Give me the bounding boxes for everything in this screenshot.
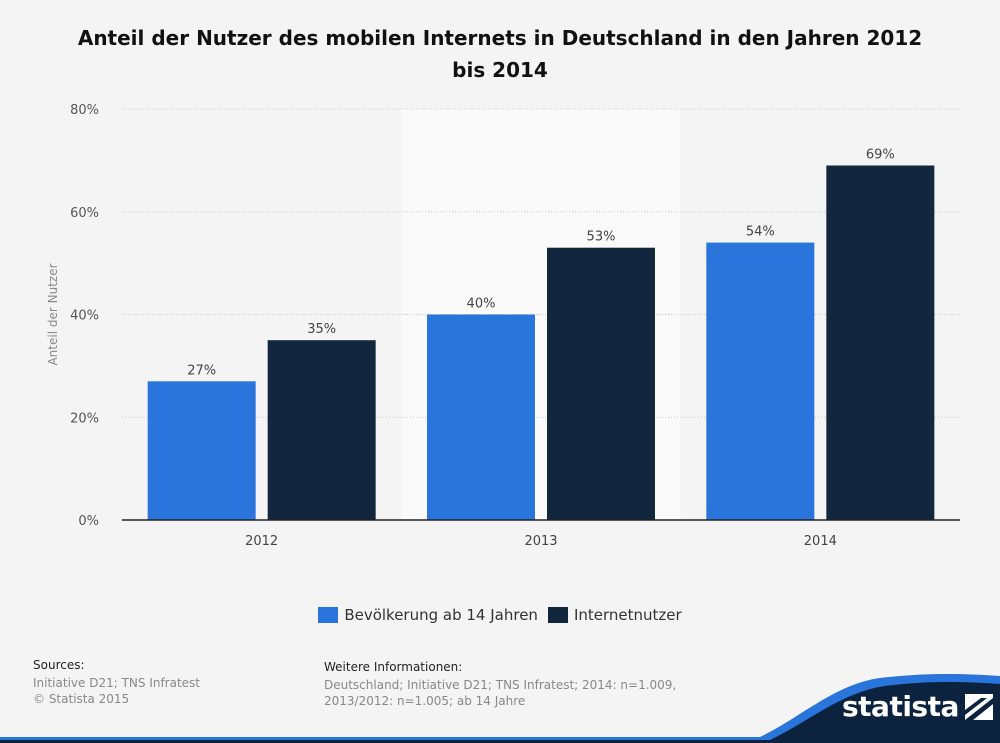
info-block: Weitere Informationen: Deutschland; Init… (324, 659, 724, 709)
legend: Bevölkerung ab 14 Jahren Internetnutzer (0, 606, 1000, 624)
x-tick-label: 2013 (524, 534, 557, 549)
sources-block: Sources: Initiative D21; TNS Infratest ©… (33, 657, 200, 707)
y-tick-label: 40% (70, 309, 99, 324)
sources-line: Initiative D21; TNS Infratest (33, 676, 201, 690)
statista-logo[interactable]: statista (842, 690, 993, 723)
bar-chart: 0% 20% 40% 60% 80% Anteil der Nutzer 27% 35% 201… (46, 103, 960, 549)
legend-label-internetnutzer: Internetnutzer (573, 606, 682, 624)
data-label: 27% (187, 363, 216, 378)
bar (826, 165, 935, 520)
y-tick-label: 20% (70, 411, 99, 426)
data-label: 69% (866, 148, 895, 163)
info-text: Deutschland; Initiative D21; TNS Infrate… (324, 678, 677, 708)
data-label: 53% (587, 230, 616, 245)
legend-label-bevoelkerung: Bevölkerung ab 14 Jahren (344, 606, 538, 624)
bar (706, 242, 815, 520)
copyright-line: © Statista 2015 (33, 692, 130, 706)
sources-heading: Sources: (33, 658, 85, 672)
x-tick-label: 2012 (245, 534, 278, 549)
data-label: 40% (467, 297, 496, 312)
bar (427, 314, 535, 520)
brand-wave-dark (0, 682, 1000, 743)
legend-item-internetnutzer[interactable]: Internetnutzer (547, 606, 682, 624)
y-tick-label: 60% (70, 206, 99, 221)
bar (267, 340, 376, 520)
bar (147, 381, 256, 520)
x-tick-label: 2014 (804, 534, 837, 549)
legend-item-bevoelkerung[interactable]: Bevölkerung ab 14 Jahren (318, 606, 538, 624)
y-tick-label: 0% (78, 514, 99, 529)
logo-text: statista (842, 690, 959, 723)
y-tick-label: 80% (70, 103, 99, 118)
data-label: 35% (307, 322, 336, 337)
chart-title: Anteil der Nutzer des mobilen Internets … (77, 26, 923, 82)
info-heading: Weitere Informationen: (324, 660, 463, 674)
legend-swatch-bevoelkerung (318, 607, 339, 623)
legend-swatch-internetnutzer (547, 607, 568, 623)
y-axis-label: Anteil der Nutzer (46, 263, 60, 365)
statista-flag-icon (964, 693, 993, 720)
bar (547, 247, 655, 520)
data-label: 54% (746, 225, 775, 240)
